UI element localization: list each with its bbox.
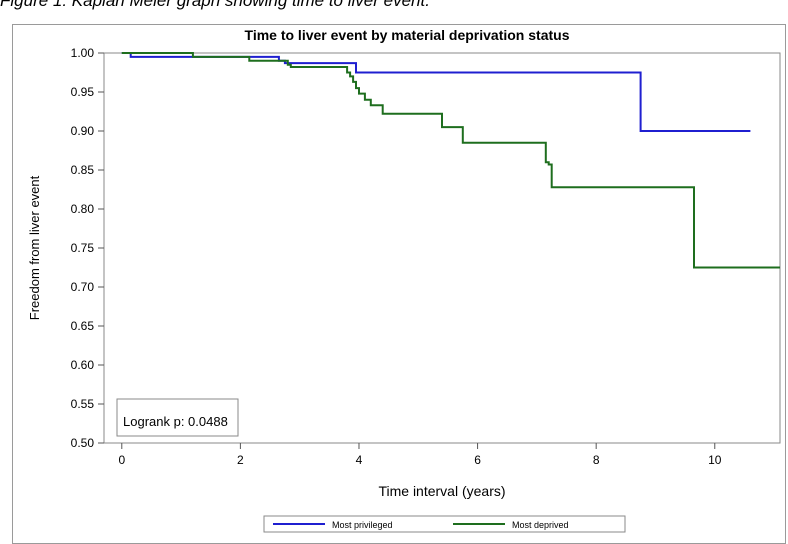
plot-area <box>103 52 781 444</box>
figure-caption: Figure 1: Kaplan Meier graph showing tim… <box>0 0 430 10</box>
x-tick-label: 2 <box>237 453 244 467</box>
km-chart: Time to liver event by material deprivat… <box>27 27 781 533</box>
x-axis-label: Time interval (years) <box>378 483 505 499</box>
x-tick-label: 0 <box>118 453 125 467</box>
chart-title: Time to liver event by material deprivat… <box>245 27 570 43</box>
y-tick-label: 0.90 <box>71 124 95 138</box>
y-tick-label: 0.60 <box>71 358 95 372</box>
series-line-most-deprived <box>121 52 780 269</box>
y-tick-label: 0.50 <box>71 436 95 450</box>
legend-label-most-deprived: Most deprived <box>512 520 569 530</box>
y-tick-label: 0.75 <box>71 241 95 255</box>
y-tick-label: 0.85 <box>71 163 95 177</box>
logrank-annotation: Logrank p: 0.0488 <box>123 414 228 429</box>
series-line-most-privileged <box>121 52 751 132</box>
y-tick-label: 0.80 <box>71 202 95 216</box>
y-tick-label: 0.95 <box>71 85 95 99</box>
y-axis-label: Freedom from liver event <box>27 175 42 320</box>
series-lines <box>121 52 780 269</box>
legend-label-most-privileged: Most privileged <box>332 520 393 530</box>
y-tick-label: 0.55 <box>71 397 95 411</box>
y-tick-label: 1.00 <box>71 46 95 60</box>
x-tick-label: 4 <box>356 453 363 467</box>
y-axis: 0.50 0.55 0.60 0.65 0.70 0.75 0.80 0.85 0.90 0.95… <box>71 46 104 450</box>
y-tick-label: 0.65 <box>71 319 95 333</box>
x-axis: 0 2 4 6 8 10 <box>118 443 722 467</box>
logrank-box <box>116 398 239 437</box>
x-tick-label: 10 <box>708 453 722 467</box>
y-tick-label: 0.70 <box>71 280 95 294</box>
x-tick-label: 6 <box>474 453 481 467</box>
legend: Most privileged Most deprived <box>263 515 626 533</box>
x-tick-label: 8 <box>593 453 600 467</box>
legend-box <box>263 515 626 533</box>
chart-frame: Time to liver event by material deprivat… <box>12 24 786 544</box>
